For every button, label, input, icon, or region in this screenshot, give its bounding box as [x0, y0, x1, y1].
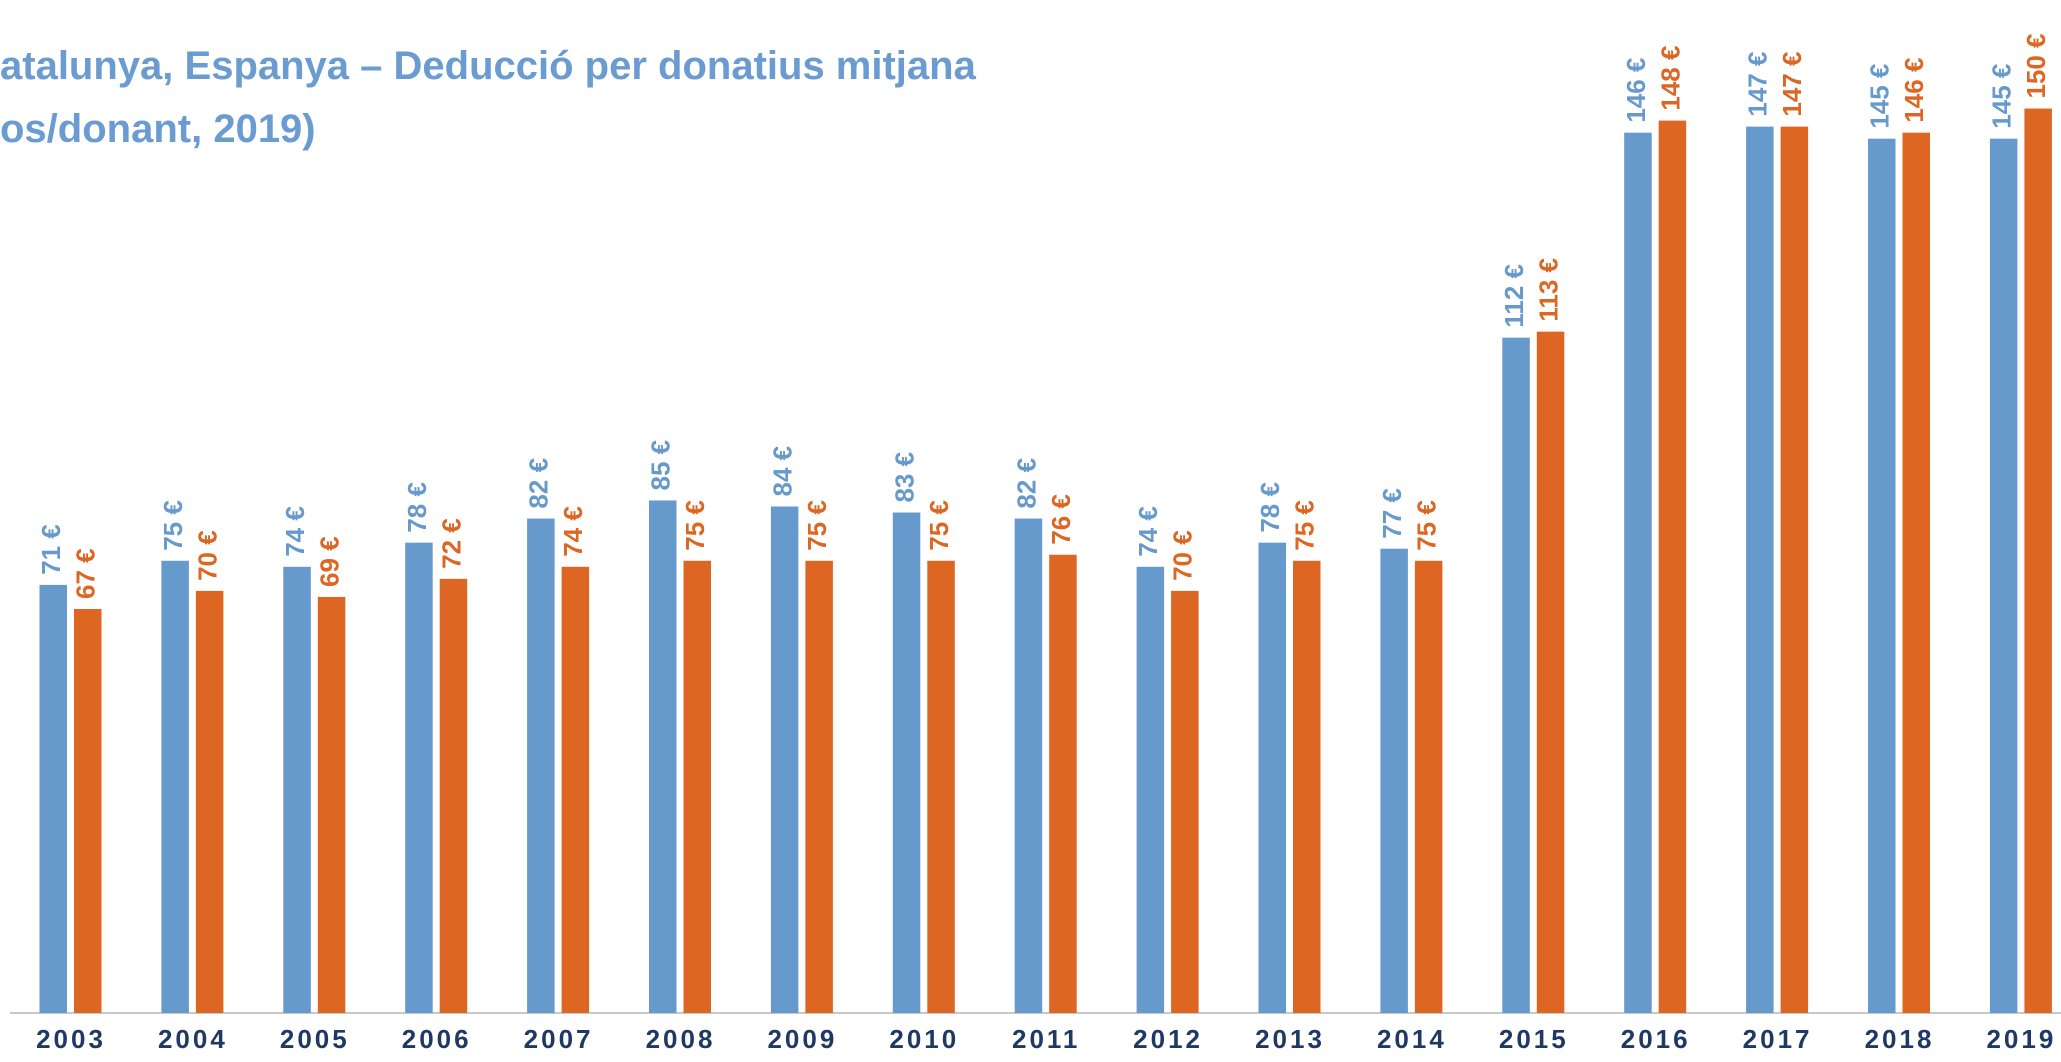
bar: [161, 560, 189, 1013]
x-tick-label: 2008: [646, 1024, 716, 1054]
bar: [1258, 542, 1286, 1013]
data-label: 75 €: [802, 500, 832, 551]
data-label: 67 €: [71, 548, 101, 599]
x-tick-label: 2012: [1133, 1024, 1203, 1054]
data-label: 147 €: [1777, 52, 1807, 117]
x-tick-label: 2003: [36, 1024, 106, 1054]
bar: [805, 560, 833, 1013]
x-tick-label: 2005: [280, 1024, 350, 1054]
bar: [1502, 337, 1530, 1014]
bar: [927, 560, 955, 1013]
bar: [439, 578, 468, 1013]
data-label: 85 €: [646, 440, 676, 491]
bar: [1624, 132, 1652, 1013]
bar: [1049, 554, 1077, 1013]
x-tick-label: 2004: [158, 1024, 228, 1054]
x-tick-label: 2014: [1377, 1024, 1447, 1054]
x-tick-label: 2007: [524, 1024, 594, 1054]
x-tick-label: 2013: [1255, 1024, 1325, 1054]
bar: [1658, 120, 1687, 1014]
bar: [1380, 548, 1408, 1013]
bar: [527, 518, 555, 1013]
bar: [683, 560, 711, 1013]
data-label: 84 €: [768, 446, 798, 497]
bar: [405, 542, 433, 1013]
bar: [892, 512, 921, 1013]
data-label: 82 €: [1011, 458, 1041, 509]
data-label: 75 €: [1290, 500, 1320, 551]
data-label: 82 €: [524, 458, 554, 509]
data-label: 74 €: [1133, 506, 1163, 557]
bar: [1902, 132, 1930, 1013]
data-label: 78 €: [402, 482, 432, 533]
data-label: 72 €: [436, 518, 466, 569]
data-label: 75 €: [1412, 500, 1442, 551]
data-label: 75 €: [924, 500, 954, 551]
data-label: 145 €: [1987, 64, 2017, 129]
x-tick-label: 2015: [1499, 1024, 1569, 1054]
data-label: 76 €: [1046, 494, 1076, 545]
data-label: 148 €: [1655, 46, 1685, 111]
data-label: 83 €: [889, 452, 919, 503]
bar: [39, 584, 67, 1013]
bar: [1746, 126, 1774, 1013]
data-label: 146 €: [1899, 58, 1929, 123]
bar: [1014, 518, 1043, 1013]
data-label: 77 €: [1377, 488, 1407, 539]
data-label: 70 €: [1168, 530, 1198, 581]
data-label: 150 €: [2021, 33, 2051, 98]
bar: [1171, 590, 1199, 1013]
data-label: 112 €: [1499, 264, 1529, 328]
x-tick-label: 2010: [889, 1024, 959, 1054]
bar: [1414, 560, 1443, 1013]
bar: [74, 609, 102, 1013]
bar: [1780, 126, 1809, 1013]
bar: [195, 590, 224, 1013]
data-label: 113 €: [1533, 258, 1563, 322]
data-label: 147 €: [1743, 52, 1773, 117]
data-label: 78 €: [1255, 482, 1285, 533]
data-label: 74 €: [280, 506, 310, 557]
bar: [317, 596, 346, 1013]
bar: [283, 566, 311, 1013]
x-tick-label: 2019: [1986, 1024, 2056, 1054]
x-tick-label: 2016: [1621, 1024, 1691, 1054]
x-tick-label: 2018: [1865, 1024, 1935, 1054]
data-label: 146 €: [1621, 58, 1651, 123]
bar: [649, 500, 677, 1014]
bar: [1293, 560, 1321, 1013]
x-tick-label: 2011: [1012, 1024, 1080, 1054]
bar: [1536, 331, 1565, 1013]
x-tick-label: 2009: [767, 1024, 837, 1054]
data-label: 71 €: [36, 524, 66, 575]
bar: [1136, 566, 1165, 1013]
chart-title: atalunya, Espanya – Deducció per donatiu…: [0, 44, 977, 88]
bar: [561, 566, 590, 1013]
bar: [1868, 138, 1896, 1014]
x-tick-label: 2017: [1743, 1024, 1813, 1054]
data-label: 74 €: [558, 506, 588, 557]
bar: [1989, 138, 2018, 1014]
data-label: 145 €: [1865, 64, 1895, 129]
bar: [2024, 108, 2052, 1014]
data-label: 70 €: [193, 530, 223, 581]
chart-title: os/donant, 2019): [0, 107, 316, 151]
data-label: 69 €: [314, 536, 344, 587]
data-label: 75 €: [680, 500, 710, 551]
data-label: 75 €: [158, 500, 188, 551]
bar: [770, 506, 799, 1013]
x-tick-label: 2006: [402, 1024, 472, 1054]
